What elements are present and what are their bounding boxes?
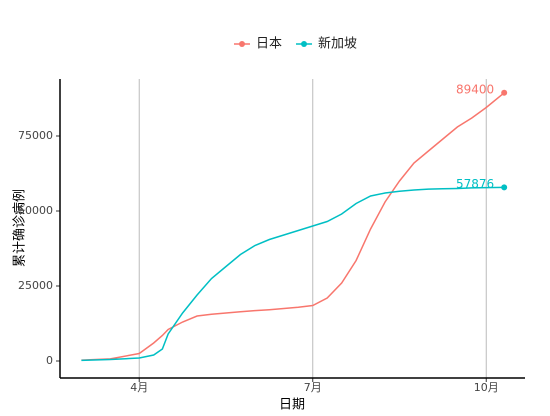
end-point	[501, 89, 508, 96]
series-line	[81, 186, 505, 362]
y-tick-label: 25000	[18, 279, 53, 292]
data-label: 57876	[456, 177, 494, 191]
legend-key	[301, 41, 308, 47]
legend-label: 日本	[256, 37, 282, 52]
data-label: 89400	[456, 82, 494, 96]
y-tick-label: 50000	[18, 204, 53, 217]
y-tick-label: 75000	[18, 129, 53, 142]
end-point	[501, 184, 508, 191]
x-tick-label: 7月	[304, 381, 322, 394]
y-axis-title: 累计确诊病例	[13, 189, 28, 267]
y-tick-label: 0	[46, 354, 53, 367]
legend-label: 新加坡	[318, 36, 357, 52]
x-tick-label: 4月	[130, 381, 148, 394]
x-axis-title: 日期	[279, 398, 305, 413]
legend-key	[239, 41, 245, 47]
series-line	[81, 92, 505, 361]
x-tick-label: 10月	[474, 381, 499, 394]
